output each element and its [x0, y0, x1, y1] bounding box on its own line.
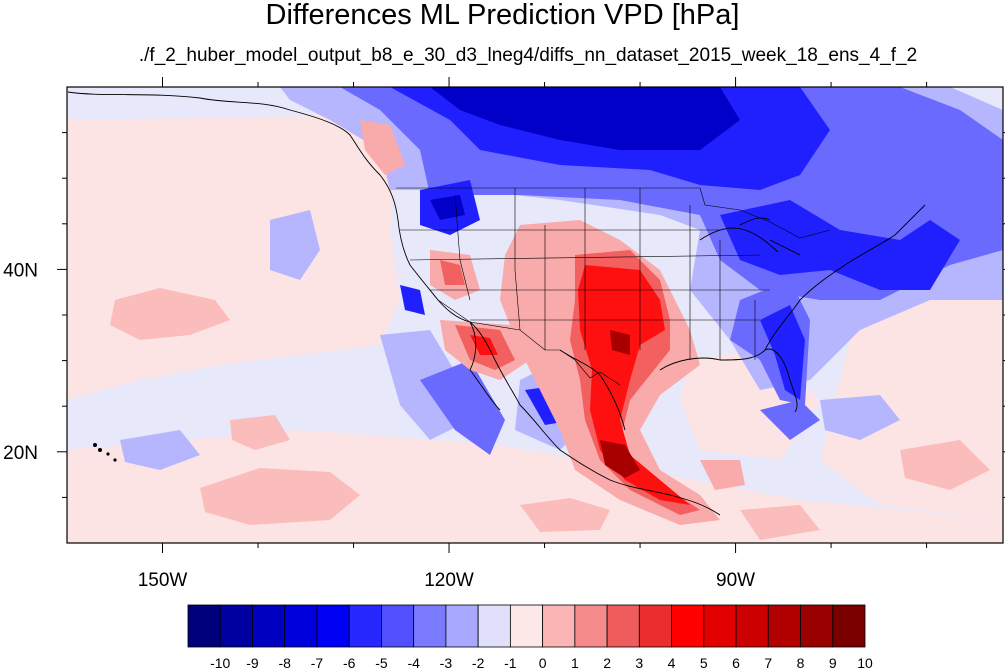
colorbar-label: 10 — [857, 655, 873, 671]
colorbar-label: -9 — [246, 655, 259, 671]
colorbar-label: -5 — [375, 655, 388, 671]
data-field — [67, 87, 1003, 543]
colorbar-swatch — [800, 604, 834, 648]
political-boundaries — [396, 187, 831, 386]
colorbar-label: -7 — [311, 655, 324, 671]
islands — [93, 443, 117, 462]
colorbar-label: 7 — [764, 655, 772, 671]
colorbar-swatch — [413, 604, 447, 648]
colorbar-swatch — [735, 604, 769, 648]
coastlines — [67, 91, 926, 516]
colorbar-label: 1 — [571, 655, 579, 671]
colorbar-swatch — [767, 604, 801, 648]
colorbar-label: 5 — [700, 655, 708, 671]
colorbar-swatch — [381, 604, 415, 648]
very-strong-red-land — [600, 330, 640, 478]
colorbar-label: 2 — [603, 655, 611, 671]
colorbar-label: 3 — [635, 655, 643, 671]
colorbar-label: -6 — [343, 655, 356, 671]
x-tick-label: 90W — [716, 570, 755, 591]
x-axis-labels: 150W 120W 90W — [138, 570, 755, 591]
y-tick-label: 40N — [3, 260, 38, 281]
colorbar-swatch — [574, 604, 608, 648]
colorbar-label: -10 — [210, 655, 230, 671]
colorbar-label: 6 — [732, 655, 740, 671]
colorbar-labels: -10 -9 -8 -7 -6 -5 -4 -3 -2 -1 0 1 2 3 4 5 6 7 8 9 10 — [210, 655, 873, 671]
colorbar-label: -3 — [440, 655, 453, 671]
colorbar-label: -4 — [407, 655, 420, 671]
colorbar-label: -2 — [472, 655, 485, 671]
colorbar-swatch — [671, 604, 705, 648]
colorbar-swatch — [638, 604, 672, 648]
colorbar — [187, 604, 866, 648]
colorbar-label: -1 — [504, 655, 517, 671]
x-tick-label: 120W — [424, 570, 474, 591]
colorbar-swatch — [606, 604, 640, 648]
colorbar-swatch — [252, 604, 286, 648]
colorbar-swatch — [445, 604, 479, 648]
colorbar-swatch — [477, 604, 511, 648]
colorbar-swatch — [219, 604, 253, 648]
colorbar-label: -8 — [278, 655, 291, 671]
colorbar-swatch — [703, 604, 737, 648]
colorbar-swatch — [316, 604, 350, 648]
axis-ticks — [57, 77, 1005, 553]
y-tick-label: 20N — [3, 443, 38, 464]
y-axis-labels: 40N 20N — [3, 260, 38, 463]
map-subtitle: ./f_2_huber_model_output_b8_e_30_d3_lneg… — [138, 45, 918, 66]
colorbar-swatch — [509, 604, 544, 648]
x-tick-label: 150W — [138, 570, 188, 591]
colorbar-label: 4 — [668, 655, 676, 671]
moderate-positive-regions — [110, 288, 990, 540]
colorbar-swatch — [284, 604, 318, 648]
colorbar-swatch — [348, 604, 382, 648]
colorbar-label: 8 — [797, 655, 805, 671]
colorbar-label: 0 — [539, 655, 547, 671]
colorbar-label: 9 — [829, 655, 837, 671]
colorbar-swatch — [187, 604, 221, 648]
colorbar-swatch — [542, 604, 576, 648]
colorbar-swatch — [832, 604, 866, 648]
map-title: Differences ML Prediction VPD [hPa] — [265, 0, 740, 31]
